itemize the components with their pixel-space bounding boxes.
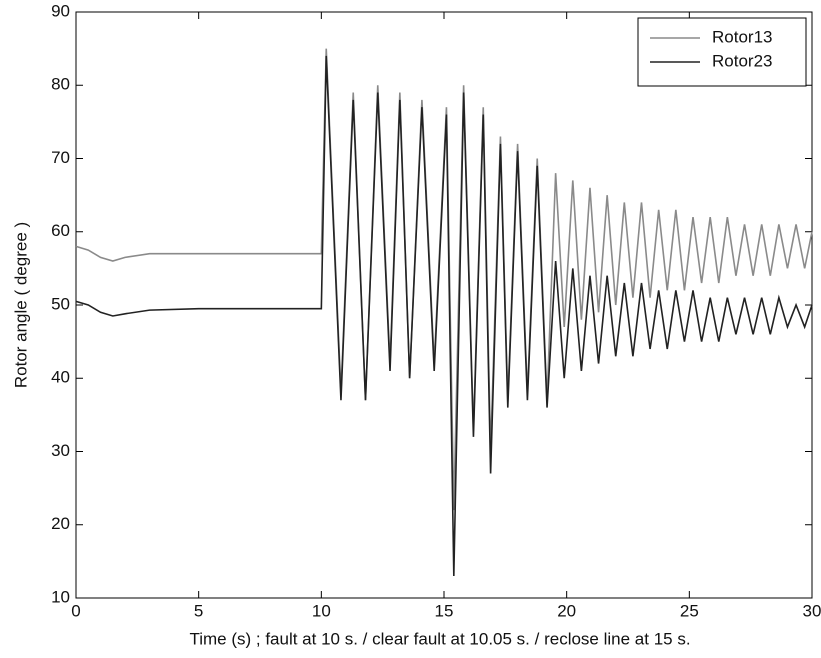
y-axis-label: Rotor angle ( degree ) [11,222,30,388]
legend-box [637,17,807,87]
y-tick-label: 60 [51,221,70,240]
legend-label: Rotor23 [712,51,772,70]
x-tick-label: 25 [680,601,699,620]
y-tick-label: 40 [51,368,70,387]
x-tick-label: 0 [71,601,80,620]
x-tick-label: 10 [312,601,331,620]
y-tick-label: 90 [51,1,70,20]
y-tick-label: 50 [51,294,70,313]
legend-label: Rotor13 [712,27,772,46]
x-tick-label: 20 [557,601,576,620]
x-tick-label: 5 [194,601,203,620]
x-tick-label: 15 [435,601,454,620]
x-tick-label: 30 [803,601,821,620]
y-tick-label: 80 [51,75,70,94]
y-tick-label: 10 [51,587,70,606]
series-line [75,55,813,577]
y-tick-label: 70 [51,148,70,167]
y-tick-label: 20 [51,514,70,533]
x-axis-label: Time (s) ; fault at 10 s. / clear fault … [189,629,690,648]
y-tick-label: 30 [51,441,70,460]
